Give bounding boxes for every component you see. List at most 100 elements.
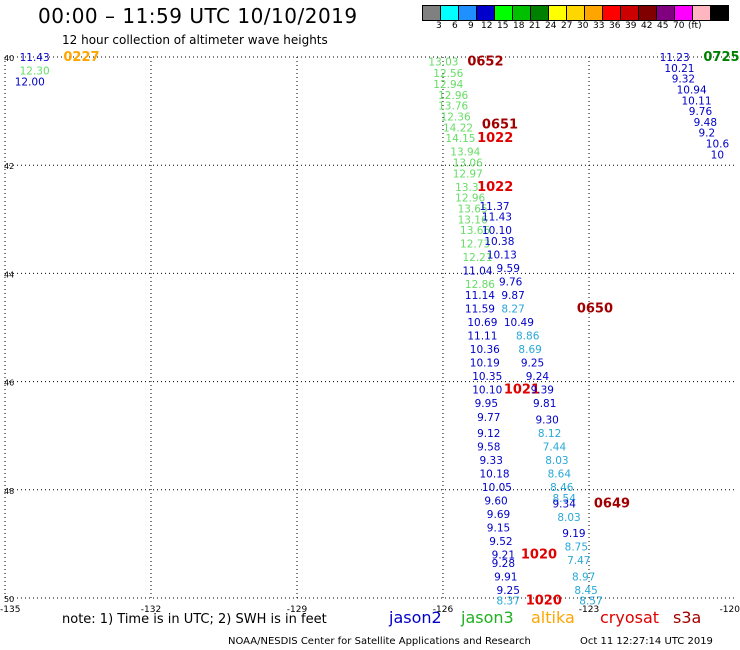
wave-height-value: 11.11 [467, 331, 497, 343]
wave-height-value: 9.15 [487, 523, 510, 535]
wave-height-value: 10.35 [472, 371, 502, 383]
wave-height-value: 10.05 [482, 482, 512, 494]
time-label: 1020 [526, 594, 562, 609]
wave-height-value: 9.12 [477, 428, 500, 440]
longitude-label: -129 [287, 605, 308, 615]
wave-height-value: 10.21 [664, 63, 694, 75]
wave-height-value: 12.30 [20, 66, 50, 78]
satellite-legend-jason3: jason3 [461, 608, 514, 627]
wave-height-value: 9.77 [477, 412, 500, 424]
wave-height-value: 12.73 [460, 239, 490, 251]
time-label: 0652 [467, 54, 503, 69]
units-note: note: 1) Time is in UTC; 2) SWH is in fe… [62, 612, 327, 627]
wave-height-value: 9.69 [487, 509, 510, 521]
wave-height-value: 13.65 [458, 203, 488, 215]
wave-height-value: 9.19 [562, 528, 585, 540]
wave-height-value: 9.28 [492, 558, 515, 570]
wave-height-value: 9.95 [475, 398, 498, 410]
wave-height-value: 10.36 [470, 344, 500, 356]
wave-height-value: 11.23 [660, 52, 690, 64]
scale-label: 21 [529, 21, 541, 31]
longitude-label: -126 [433, 605, 454, 615]
scale-label: 42 [641, 21, 653, 31]
latitude-label: 42 [4, 162, 14, 171]
wave-height-value: 9.87 [501, 290, 524, 302]
wave-height-value: 8.57 [579, 596, 602, 608]
longitude-label: -132 [141, 605, 161, 615]
wave-height-value: 8.75 [565, 542, 588, 554]
time-label: 0227 [63, 50, 99, 65]
scale-label: 12 [481, 21, 493, 31]
wave-height-value: 9.59 [497, 263, 520, 275]
time-label: 0650 [577, 302, 613, 317]
wave-height-value: 9.58 [477, 442, 500, 454]
wave-height-value: 11.04 [462, 266, 492, 278]
scale-label: 30 [577, 21, 589, 31]
time-label: 1021 [504, 383, 540, 398]
scale-unit: (ft) [688, 21, 702, 31]
longitude-label: -120 [720, 605, 740, 615]
wave-height-value: 7.44 [543, 442, 567, 454]
scale-label: 9 [468, 21, 474, 31]
scale-label: 70 [673, 21, 685, 31]
time-label: 1022 [477, 131, 513, 146]
wave-height-value: 12.21 [462, 252, 492, 264]
wave-height-value: 12.96 [455, 193, 485, 205]
wave-height-value: 8.45 [574, 585, 597, 597]
wave-height-value: 9.33 [480, 455, 503, 467]
page-subtitle: 12 hour collection of altimeter wave hei… [62, 33, 328, 47]
wave-height-value: 13.03 [428, 56, 458, 68]
scale-label: 27 [561, 21, 573, 31]
wave-height-value: 8.37 [497, 596, 520, 608]
wave-height-value: 7.47 [567, 555, 590, 567]
wave-height-value: 8.54 [553, 493, 577, 505]
wave-height-value: 14.22 [443, 122, 473, 134]
time-label: 0725 [703, 50, 739, 65]
wave-height-value: 11.43 [482, 212, 512, 224]
scale-label: 45 [657, 21, 669, 31]
satellite-legend-jason2: jason2 [389, 608, 442, 627]
wave-height-value: 10.38 [484, 236, 514, 248]
wave-height-value: 10.49 [504, 317, 534, 329]
satellite-legend-s3a: s3a [673, 608, 702, 627]
time-label: 1022 [477, 180, 513, 195]
color-scale-bar [422, 5, 729, 21]
wave-height-value: 8.27 [501, 304, 524, 316]
scale-label: 6 [452, 21, 458, 31]
wave-height-value: 9.52 [489, 536, 512, 548]
wave-height-value: 8.03 [557, 512, 580, 524]
wave-height-value: 10.6 [706, 139, 730, 151]
wave-height-value: 13.06 [453, 157, 483, 169]
wave-height-value: 11.37 [480, 201, 510, 213]
wave-height-value: 9.21 [492, 550, 515, 562]
footer-credit: NOAA/NESDIS Center for Satellite Applica… [228, 636, 531, 647]
wave-height-value: 12.97 [453, 168, 483, 180]
wave-height-value: 9.60 [484, 496, 507, 508]
wave-height-value: 8.86 [516, 331, 540, 343]
wave-height-value: 11.43 [20, 52, 50, 64]
wave-height-value: 12.86 [465, 279, 495, 291]
scale-label: 36 [609, 21, 621, 31]
scale-label: 18 [513, 21, 525, 31]
wave-height-value: 9.2 [699, 128, 716, 140]
wave-height-value: 10.18 [480, 469, 510, 481]
wave-height-value: 12.96 [438, 90, 468, 102]
wave-height-value: 11.14 [465, 290, 495, 302]
wave-height-value: 10 [711, 149, 724, 161]
page-title: 00:00 – 11:59 UTC 10/10/2019 [38, 4, 358, 28]
latitude-label: 50 [4, 595, 14, 604]
latitude-label: 40 [4, 54, 14, 63]
wave-height-value: 13.94 [450, 147, 480, 159]
scale-label: 24 [545, 21, 557, 31]
wave-height-value: 10.10 [482, 225, 512, 237]
wave-height-value: 8.12 [538, 428, 561, 440]
wave-height-value: 12.94 [433, 79, 463, 91]
wave-height-value: 9.76 [689, 106, 713, 118]
wave-height-value: 8.46 [550, 482, 574, 494]
time-label: 1020 [521, 548, 557, 563]
wave-height-value: 13.16 [458, 214, 488, 226]
wave-height-value: 9.81 [533, 398, 556, 410]
wave-height-value: 14.15 [445, 133, 475, 145]
